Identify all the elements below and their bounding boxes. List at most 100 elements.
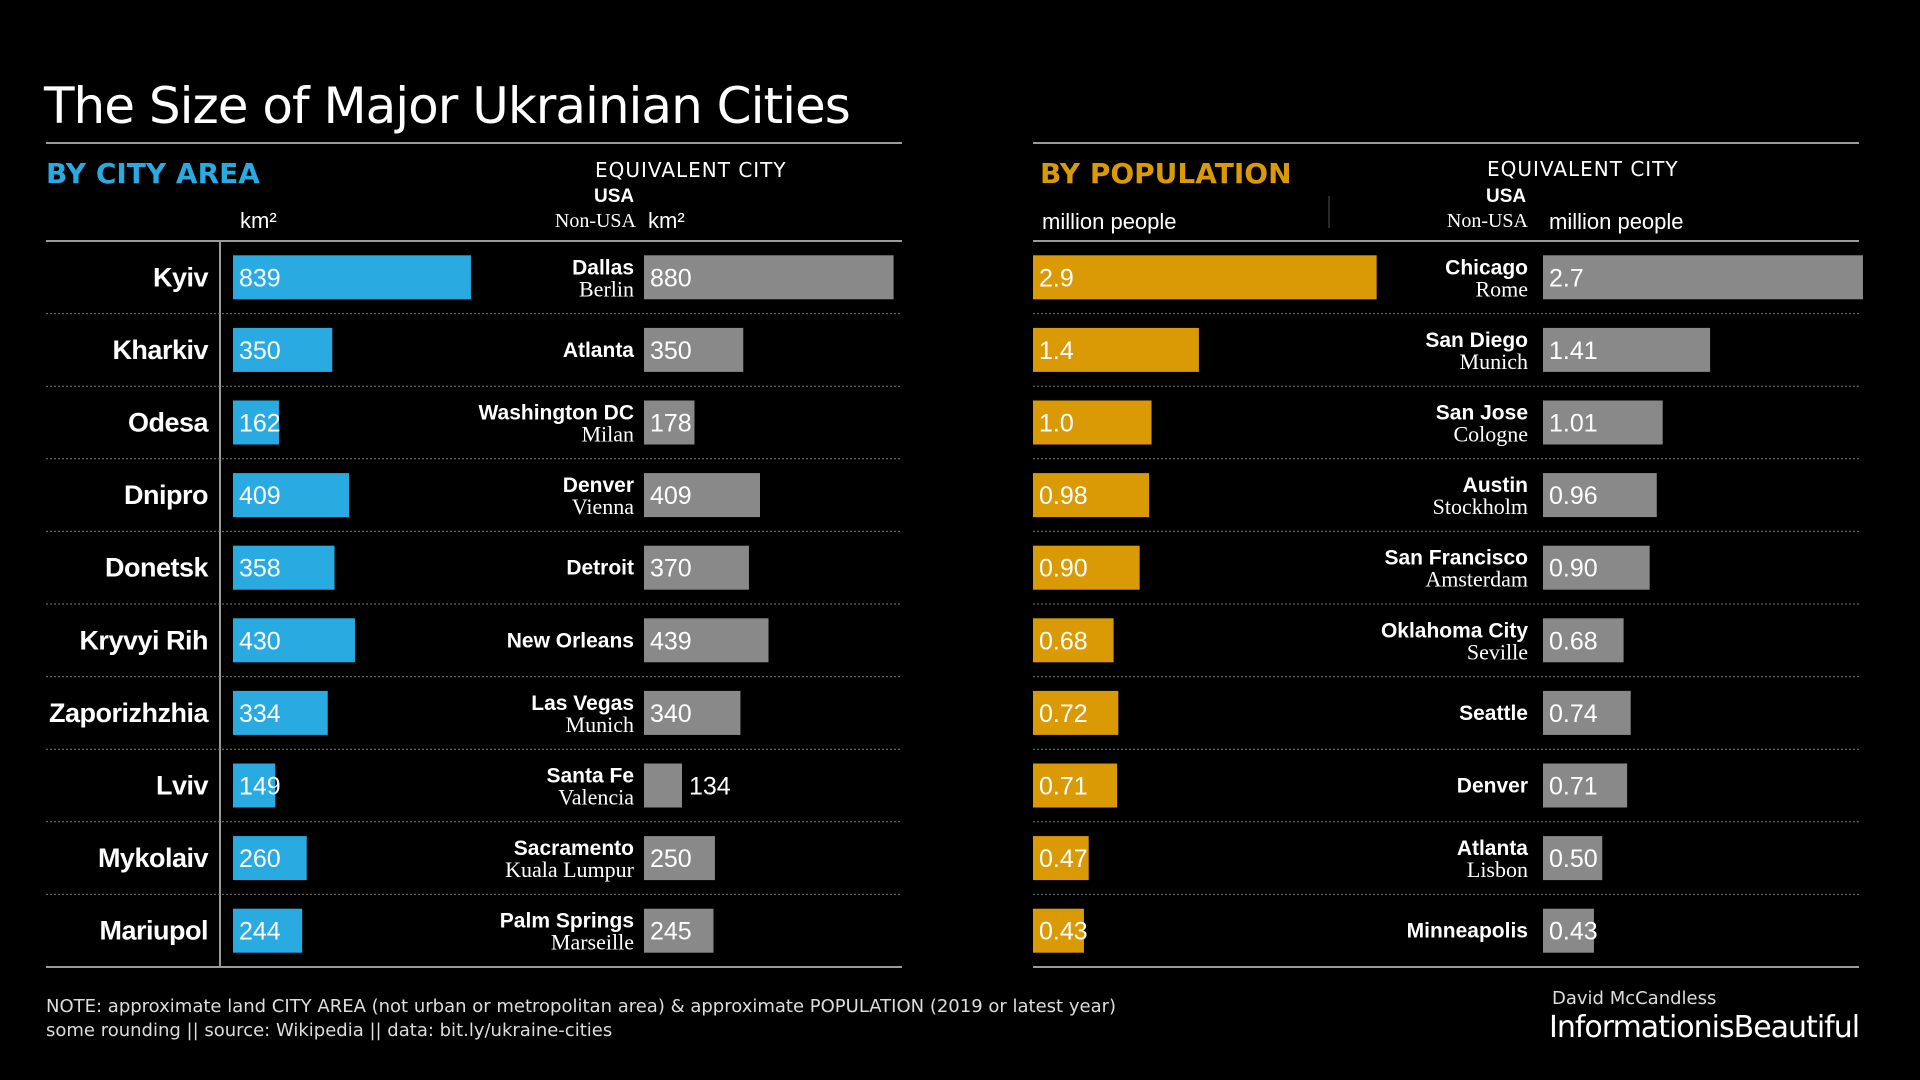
equivalent-value-label: 0.43 — [1549, 918, 1598, 946]
equivalent-value-label: 880 — [650, 264, 692, 292]
equivalent-bar — [644, 836, 715, 881]
area-heading: BY CITY AREA — [46, 157, 260, 190]
footer-note: NOTE: approximate land CITY AREA (not ur… — [46, 996, 1116, 1017]
area-bar — [233, 400, 279, 445]
equivalent-bar — [1543, 545, 1650, 590]
equivalent-bar — [644, 327, 744, 372]
equivalent-value-label: 350 — [650, 337, 692, 365]
area-value-label: 244 — [239, 918, 281, 946]
usa-equivalent-city: Oklahoma City — [1381, 619, 1528, 642]
usa-equivalent-city: Seattle — [1459, 702, 1528, 725]
usa-equivalent-city: Sacramento — [514, 837, 634, 860]
population-value-label: 1.0 — [1039, 410, 1074, 438]
equivalent-value-label: 2.7 — [1549, 264, 1584, 292]
page-title: The Size of Major Ukrainian Cities — [43, 77, 850, 135]
population-value-label: 0.71 — [1039, 773, 1088, 801]
non-usa-equivalent-city: Valencia — [558, 785, 634, 810]
area-value-label: 149 — [239, 773, 281, 801]
equivalent-value-label: 0.50 — [1549, 845, 1598, 873]
population-usa-label: USA — [1486, 186, 1526, 207]
equivalent-bar — [644, 763, 683, 808]
area-bar — [233, 473, 349, 518]
equivalent-bar — [644, 908, 714, 953]
usa-equivalent-city: San Diego — [1425, 329, 1528, 352]
city-label: Donetsk — [105, 553, 210, 583]
equivalent-value-label: 245 — [650, 918, 692, 946]
population-bar — [1033, 908, 1084, 953]
population-non-usa-label: Non-USA — [1447, 210, 1529, 232]
equivalent-value-label: 250 — [650, 845, 692, 873]
non-usa-equivalent-city: Marseille — [551, 930, 634, 955]
area-value-label: 162 — [239, 410, 281, 438]
population-value-label: 0.43 — [1039, 918, 1088, 946]
usa-equivalent-city: Atlanta — [563, 339, 634, 362]
population-heading: BY POPULATION — [1040, 157, 1292, 190]
brand-logo-text: InformationisBeautiful — [1549, 1010, 1859, 1045]
city-label: Kharkiv — [112, 335, 208, 365]
equivalent-bar — [1543, 763, 1628, 808]
non-usa-equivalent-city: Munich — [1460, 349, 1528, 374]
population-bar — [1033, 690, 1119, 735]
area-bar — [233, 763, 276, 808]
non-usa-equivalent-city: Rome — [1475, 276, 1528, 301]
usa-equivalent-city: New Orleans — [507, 629, 634, 652]
equivalent-value-label: 178 — [650, 410, 692, 438]
area-non-usa-label: Non-USA — [555, 210, 637, 232]
area-bar — [233, 545, 335, 590]
usa-equivalent-city: Santa Fe — [546, 765, 634, 788]
area-value-label: 839 — [239, 264, 281, 292]
population-bar — [1033, 473, 1150, 518]
equivalent-bar — [1543, 690, 1631, 735]
equivalent-value-label: 439 — [650, 627, 692, 655]
equivalent-bar — [644, 400, 695, 445]
area-value-label: 430 — [239, 627, 281, 655]
population-equivalent-heading: EQUIVALENT CITY — [1487, 157, 1679, 181]
equivalent-value-label: 1.41 — [1549, 337, 1598, 365]
equivalent-value-label: 0.90 — [1549, 555, 1598, 583]
usa-equivalent-city: San Francisco — [1384, 547, 1528, 570]
usa-equivalent-city: Denver — [563, 474, 634, 497]
area-unit-right: km² — [648, 208, 685, 233]
non-usa-equivalent-city: Stockholm — [1433, 494, 1528, 519]
non-usa-equivalent-city: Lisbon — [1467, 857, 1528, 882]
city-label: Kryvyi Rih — [79, 625, 208, 655]
usa-equivalent-city: San Jose — [1436, 402, 1528, 425]
city-label: Mariupol — [100, 916, 209, 946]
area-bar — [233, 327, 333, 372]
area-value-label: 409 — [239, 482, 281, 510]
area-bar — [233, 836, 307, 881]
equivalent-value-label: 340 — [650, 700, 692, 728]
population-bar — [1033, 327, 1199, 372]
population-unit-left: million people — [1042, 209, 1177, 234]
area-bar — [233, 690, 328, 735]
equivalent-bar — [1543, 400, 1663, 445]
area-unit-left: km² — [240, 208, 277, 233]
population-unit-right: million people — [1549, 209, 1684, 234]
equivalent-bar — [1543, 473, 1657, 518]
equivalent-bar — [644, 545, 749, 590]
area-bar — [233, 908, 303, 953]
non-usa-equivalent-city: Seville — [1467, 639, 1528, 664]
population-value-label: 0.90 — [1039, 555, 1088, 583]
population-bar — [1033, 618, 1114, 663]
area-value-label: 334 — [239, 700, 281, 728]
equivalent-value-label: 370 — [650, 555, 692, 583]
area-value-label: 260 — [239, 845, 281, 873]
non-usa-equivalent-city: Milan — [581, 422, 634, 447]
non-usa-equivalent-city: Amsterdam — [1425, 567, 1528, 592]
equivalent-value-label: 409 — [650, 482, 692, 510]
usa-equivalent-city: Dallas — [572, 256, 634, 279]
non-usa-equivalent-city: Kuala Lumpur — [505, 857, 635, 882]
city-label: Odesa — [128, 408, 210, 438]
city-label: Zaporizhzhia — [49, 698, 209, 728]
equivalent-value-label: 0.96 — [1549, 482, 1598, 510]
usa-equivalent-city: Atlanta — [1457, 837, 1528, 860]
equivalent-bar — [1543, 618, 1624, 663]
equivalent-bar — [1543, 255, 1863, 300]
equivalent-value-label: 0.68 — [1549, 627, 1598, 655]
usa-equivalent-city: Denver — [1457, 775, 1528, 798]
usa-equivalent-city: Minneapolis — [1407, 920, 1528, 943]
non-usa-equivalent-city: Munich — [566, 712, 634, 737]
non-usa-equivalent-city: Cologne — [1453, 422, 1528, 447]
equivalent-bar — [1543, 908, 1594, 953]
